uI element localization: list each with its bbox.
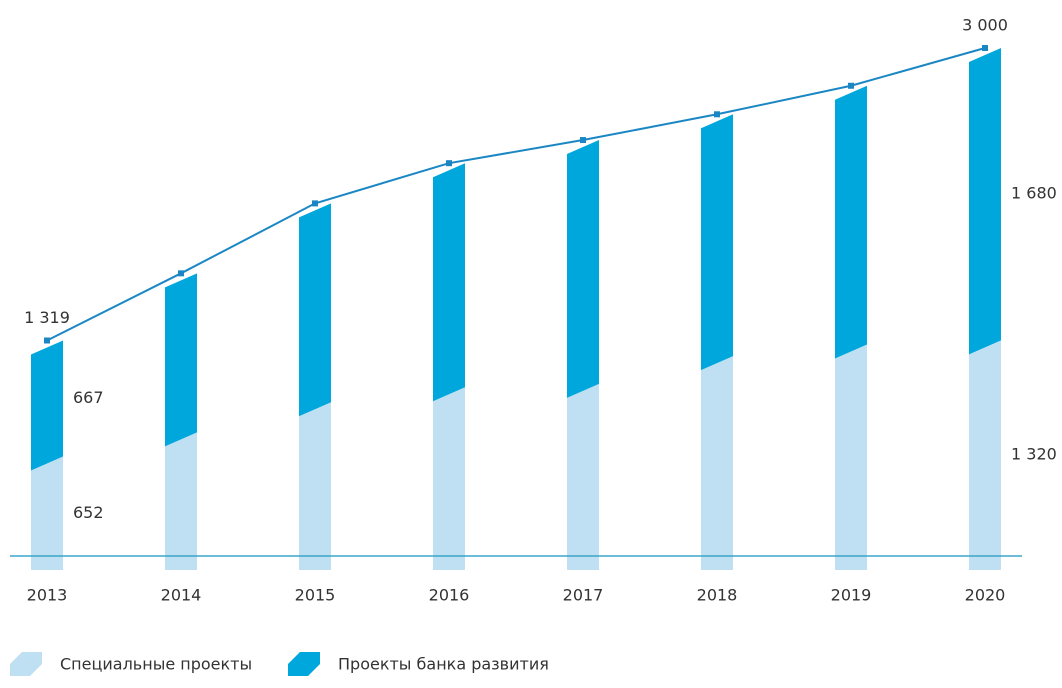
x-tick-label: 2016 [429, 586, 470, 605]
total-marker [178, 270, 184, 277]
x-tick-label: 2015 [295, 586, 336, 605]
legend-swatch [10, 652, 42, 676]
value-label: 667 [73, 388, 104, 407]
legend-label: Специальные проекты [60, 655, 252, 674]
total-label: 1 319 [24, 308, 70, 327]
bar-segment [165, 432, 197, 570]
total-label: 3 000 [962, 16, 1008, 35]
bar-segment [31, 340, 63, 471]
bar-segment [567, 383, 599, 570]
value-label: 652 [73, 503, 104, 522]
bar-segment [165, 273, 197, 447]
total-marker [446, 160, 452, 167]
bar-segment [433, 163, 465, 402]
total-marker [312, 200, 318, 207]
bar-segment [835, 85, 867, 359]
bar-segment [433, 387, 465, 570]
bar-segment [701, 356, 733, 570]
x-tick-label: 2014 [161, 586, 202, 605]
legend-swatch [288, 652, 320, 676]
x-tick-label: 2019 [831, 586, 872, 605]
x-tick-label: 2017 [563, 586, 604, 605]
value-label: 1 320 [1011, 445, 1057, 464]
total-marker [982, 45, 988, 51]
bar-segment [969, 48, 1001, 355]
bar-segment [701, 114, 733, 371]
bar-segment [299, 402, 331, 570]
total-line [46, 47, 986, 342]
bar-segment [835, 344, 867, 570]
legend-label: Проекты банка развития [338, 655, 549, 674]
bar-segment [567, 140, 599, 398]
total-marker [848, 82, 854, 89]
bar-segment [969, 340, 1001, 570]
total-marker [580, 137, 586, 144]
value-label: 1 680 [1011, 184, 1057, 203]
x-tick-label: 2018 [697, 586, 738, 605]
bar-segment [299, 203, 331, 417]
x-tick-label: 2020 [965, 586, 1006, 605]
total-marker [44, 337, 50, 344]
total-marker [714, 111, 720, 118]
x-tick-label: 2013 [27, 586, 68, 605]
bar-segment [31, 456, 63, 570]
